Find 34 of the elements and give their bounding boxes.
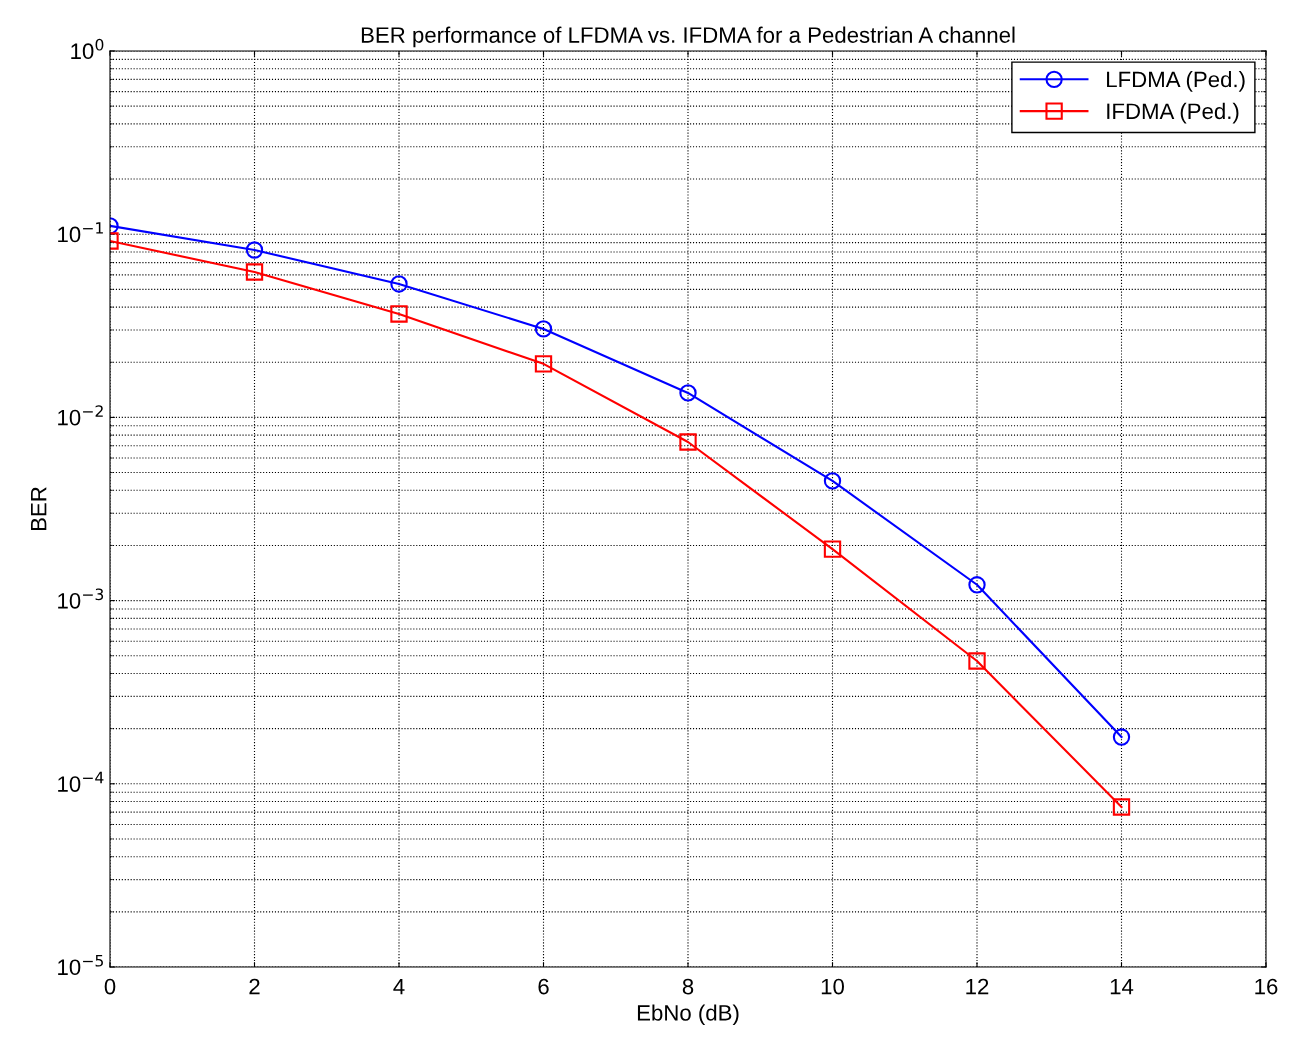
y-tick-label: 10$^{−3}$ — [58, 588, 104, 609]
point — [390, 305, 408, 323]
point — [245, 241, 264, 259]
point — [1112, 728, 1131, 746]
x-tick-label: 16 — [1255, 978, 1278, 995]
point — [679, 433, 697, 451]
x-tick-label: 14 — [1110, 978, 1134, 995]
y-tick-label: 10$^{−1}$ — [58, 222, 103, 243]
x-tick-label: 2 — [249, 978, 260, 995]
x-tick-label: 6 — [538, 978, 549, 995]
y-tick-label: 10$^{−4}$ — [58, 771, 104, 792]
point — [968, 652, 986, 670]
y-tick-label: 10$^{−2}$ — [58, 405, 103, 426]
point — [245, 263, 264, 281]
x-tick-label: 10 — [821, 978, 844, 995]
y-axis-title: BER — [31, 487, 47, 531]
x-tick-label: 0 — [104, 978, 116, 995]
point — [968, 576, 986, 594]
point — [1112, 798, 1131, 816]
legend-label: IFDMA (Ped.) — [1107, 102, 1239, 124]
point — [823, 472, 842, 490]
point — [390, 275, 408, 293]
point — [534, 355, 553, 373]
x-tick-label: 4 — [393, 978, 405, 995]
x-tick-label: 8 — [682, 978, 694, 995]
y-tick-label: 10$^{−5}$ — [58, 955, 103, 976]
legend-label: LFDMA (Ped.) — [1107, 71, 1245, 92]
y-tick-label: 10$^{0}$ — [71, 38, 104, 60]
point — [534, 320, 553, 338]
chart-title: BER performance of LFDMA vs. IFDMA for a Pedestrian A channel — [361, 26, 1015, 48]
x-axis-title: EbNo (dB) — [637, 1004, 739, 1026]
point — [823, 540, 842, 558]
x-tick-label: 12 — [966, 978, 989, 995]
point — [679, 384, 697, 402]
